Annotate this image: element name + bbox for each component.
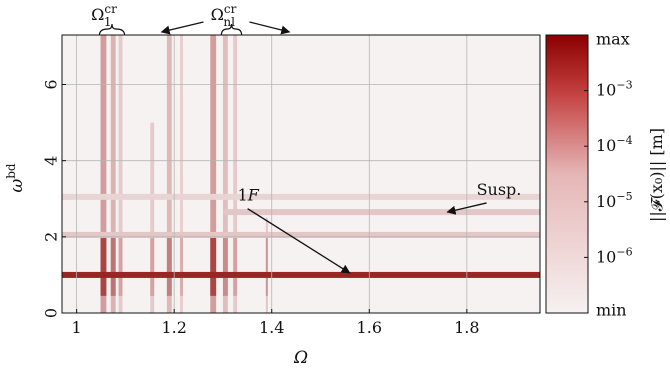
response-line [62, 231, 540, 238]
plot-background [62, 35, 540, 313]
colorbar-title: ||𝓕(x₀)|| [m] [647, 128, 666, 222]
critical-band-core [110, 233, 116, 296]
x-tick-label: 1.6 [357, 318, 382, 337]
colorbar-tick-label: 10−3 [596, 79, 633, 100]
colorbar: max min 10−3 10−4 10−5 10−6 ||𝓕(x₀)|| [m] [545, 30, 666, 320]
y-axis-title-base: ω [7, 179, 27, 193]
response-line [62, 271, 540, 278]
critical-frequency-label: Ωcr nl [211, 2, 237, 29]
critical-band [100, 35, 107, 313]
y-tick-label: 0 [42, 308, 61, 318]
critical-band-core [150, 233, 155, 296]
critical-band-core [180, 233, 183, 296]
annotation-label: Susp. [477, 180, 522, 199]
critical-band [210, 35, 217, 313]
top-labels: Ωcr 1 Ωcr nl [91, 2, 291, 36]
y-tick-label: 2 [42, 232, 61, 242]
x-tick-label: 1.8 [454, 318, 479, 337]
response-line [62, 193, 540, 200]
colorbar-tick-label: 10−4 [596, 134, 633, 155]
x-axis-title: Ω [293, 348, 308, 368]
annotation-arrow [446, 202, 487, 215]
critical-frequency-label: Ωcr 1 [91, 2, 117, 29]
y-axis: 0 2 4 6 [42, 79, 66, 318]
annotations: Susp. 1F [238, 180, 522, 274]
x-axis: 1 1.2 1.4 1.6 1.8 [72, 309, 480, 337]
range-arrow-right [249, 21, 291, 35]
colorbar-gradient [545, 34, 589, 314]
critical-band-core [166, 233, 172, 296]
x-tick-label: 1.2 [161, 318, 186, 337]
range-arrow-left [160, 21, 204, 35]
plot-frame [61, 34, 541, 314]
critical-band [110, 35, 116, 313]
critical-band [166, 35, 172, 313]
svg-text:ωbd: ωbd [4, 163, 27, 193]
colorbar-max-label: max [596, 30, 630, 49]
critical-band-core [100, 233, 107, 296]
critical-band [222, 35, 228, 313]
critical-band [118, 35, 123, 313]
colorbar-min-label: min [596, 301, 627, 320]
critical-band-core [210, 233, 217, 296]
response-line [222, 209, 540, 216]
critical-band-core [222, 233, 228, 296]
x-tick-label: 1 [72, 318, 82, 337]
y-axis-title-sup: bd [4, 163, 18, 179]
critical-band [150, 122, 155, 313]
annotation-label: 1F [238, 186, 260, 205]
critical-band [233, 35, 238, 313]
critical-band-core [265, 233, 268, 296]
y-tick-label: 4 [42, 156, 61, 166]
brace [98, 23, 126, 36]
colorbar-tick-label: 10−5 [596, 190, 633, 211]
x-tick-label: 1.4 [259, 318, 284, 337]
y-axis-title: ωbd [4, 163, 27, 193]
y-tick-label: 6 [42, 79, 61, 89]
colorbar-tick-label: 10−6 [596, 245, 633, 266]
critical-band [180, 35, 183, 313]
heat-layer [62, 35, 540, 313]
critical-band-core [118, 233, 123, 296]
brace [220, 23, 243, 36]
critical-band-core [233, 233, 238, 296]
colorbar-ticks: 10−3 10−4 10−5 10−6 [584, 79, 633, 266]
plot-area [61, 34, 541, 314]
annotation-arrow [247, 208, 351, 274]
